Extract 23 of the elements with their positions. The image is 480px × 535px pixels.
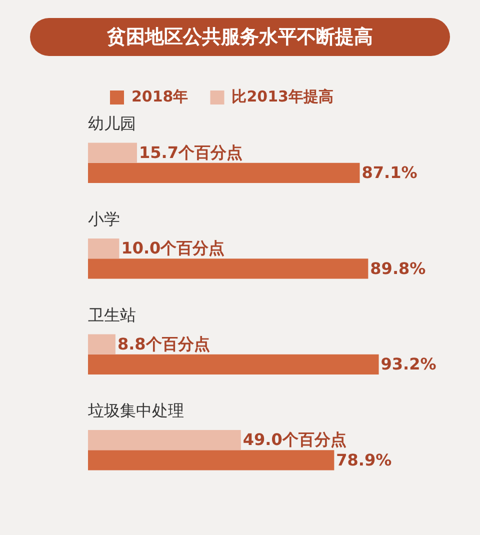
- bar: [88, 450, 334, 470]
- legend-label: 比2013年提高: [232, 87, 334, 106]
- bar: [88, 162, 360, 183]
- y-tick-label: 卫生站: [88, 305, 136, 324]
- y-tick-label: 幼儿园: [88, 114, 136, 133]
- data-label: 93.2%: [380, 354, 436, 374]
- data-label: 10.0个百分点: [121, 238, 225, 258]
- y-tick-label: 小学: [88, 210, 120, 229]
- bar: [88, 334, 116, 354]
- data-label: 89.8%: [370, 258, 426, 278]
- data-label: 15.7个百分点: [138, 142, 242, 162]
- data-label: 78.9%: [336, 450, 392, 470]
- chart-title: 贫困地区公共服务水平不断提高: [30, 18, 450, 56]
- bar: [88, 430, 241, 450]
- bar: [88, 238, 120, 259]
- bar: [88, 142, 137, 163]
- bar: [88, 354, 379, 374]
- data-label: 49.0个百分点: [242, 430, 346, 450]
- bar: [88, 258, 368, 279]
- legend-label: 2018年: [132, 87, 188, 106]
- y-tick-label: 垃圾集中处理: [87, 401, 184, 420]
- data-label: 8.8个百分点: [117, 334, 210, 354]
- data-label: 87.1%: [362, 163, 418, 182]
